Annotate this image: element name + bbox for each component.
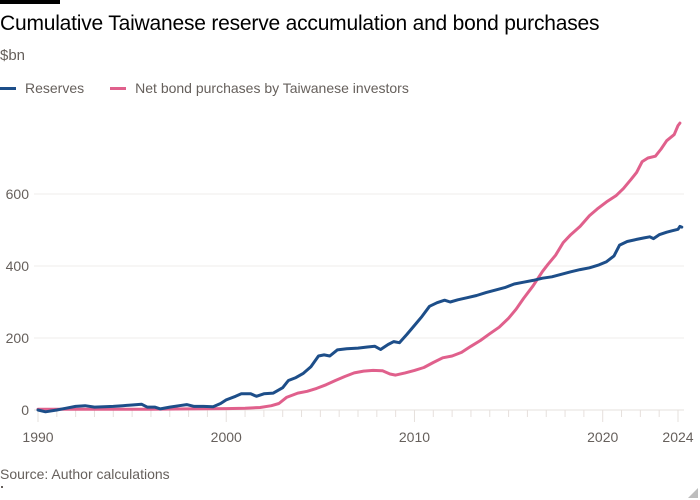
- x-tick-label: 2024: [662, 429, 693, 445]
- y-tick-label: 0: [21, 402, 29, 418]
- source-note: Source: Author calculations: [0, 466, 170, 482]
- y-tick-label: 400: [6, 258, 30, 274]
- y-tick-label: 200: [6, 330, 30, 346]
- y-tick-label: 600: [6, 186, 30, 202]
- series-group: [36, 121, 684, 414]
- x-tick-label: 2000: [211, 429, 242, 445]
- x-tick-label: 1990: [22, 429, 53, 445]
- legend-label-bond-purchases: Net bond purchases by Taiwanese investor…: [135, 80, 409, 96]
- legend-label-reserves: Reserves: [25, 80, 85, 96]
- legend-item-bond-purchases: Net bond purchases by Taiwanese investor…: [110, 80, 409, 96]
- x-tick-label: 2010: [399, 429, 430, 445]
- series-line-reserves: [36, 224, 684, 414]
- legend-swatch-bond-purchases: [110, 86, 127, 90]
- legend: Reserves Net bond purchases by Taiwanese…: [0, 80, 435, 96]
- y-axis: 0 200 400 600: [6, 186, 30, 418]
- series-line-bond-purchases: [36, 121, 682, 411]
- chart-title: Cumulative Taiwanese reserve accumulatio…: [0, 12, 600, 35]
- brand-bar: [0, 0, 60, 4]
- x-axis: 1990 2000 2010 2020 2024: [22, 410, 694, 445]
- legend-item-reserves: Reserves: [0, 80, 84, 96]
- footer-dot: [1, 486, 3, 488]
- grid: [34, 193, 684, 411]
- x-tick-label: 2020: [587, 429, 618, 445]
- legend-swatch-reserves: [0, 86, 16, 90]
- resize-handle-icon[interactable]: [688, 488, 698, 498]
- chart-subtitle: $bn: [0, 47, 26, 64]
